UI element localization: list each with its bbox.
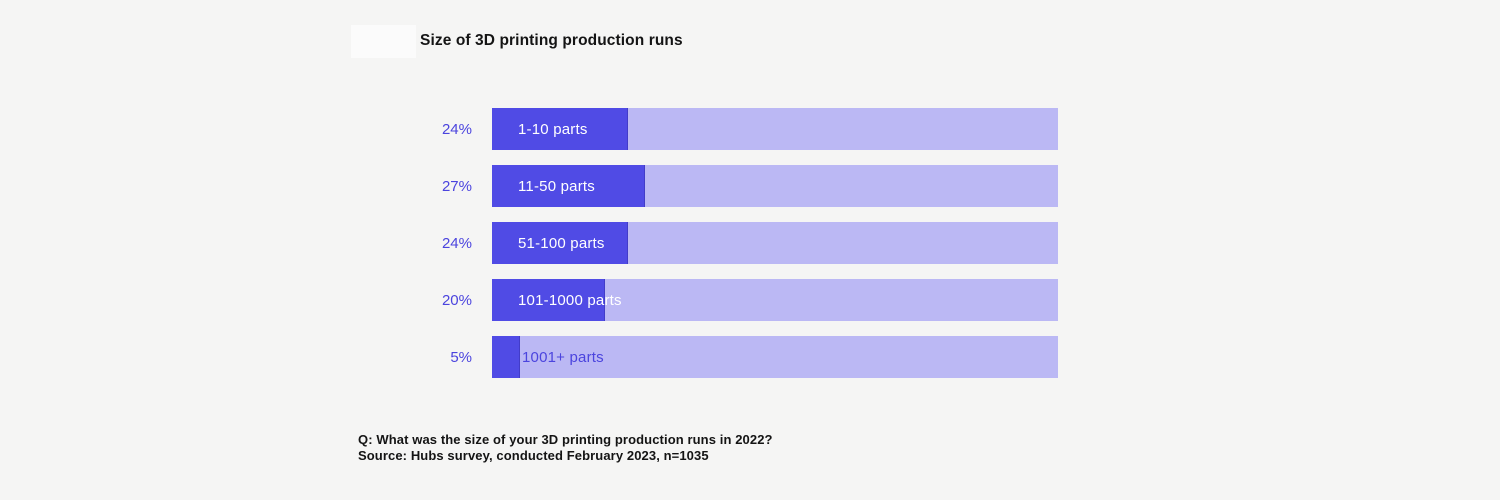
bar-value-label: 27% [441,177,472,195]
bar-category-label: 1001+ parts [522,348,604,366]
bar-fill [492,108,628,150]
bar-value-label: 5% [450,348,472,366]
faded-logo-placeholder [351,25,416,58]
bar-category-label: 11-50 parts [518,177,595,195]
bar-category-label: 51-100 parts [518,234,605,252]
bar-row: 24% 51-100 parts [420,222,1058,264]
bar-fill [492,279,606,321]
bar-category-label: 101-1000 parts [518,291,622,309]
bar-fill [492,222,628,264]
bar-fill [492,336,521,378]
bar-track: 51-100 parts [492,222,1058,264]
bar-category-label: 1-10 parts [518,120,588,138]
bar-fill [492,165,645,207]
bar-row: 20% 101-1000 parts [420,279,1058,321]
bar-value-label: 24% [441,234,472,252]
bar-row: 24% 1-10 parts [420,108,1058,150]
footnote: Q: What was the size of your 3D printing… [358,432,773,463]
bar-row: 27% 11-50 parts [420,165,1058,207]
bar-row: 5% 1001+ parts [420,336,1058,378]
bar-track: 1-10 parts [492,108,1058,150]
bar-value-label: 20% [441,291,472,309]
footnote-source: Source: Hubs survey, conducted February … [358,447,709,463]
bar-value-label: 24% [441,120,472,138]
bar-chart: 24% 1-10 parts 27% 11-50 parts 24% 51-10… [420,108,1058,378]
bar-track: 11-50 parts [492,165,1058,207]
bar-track: 1001+ parts [492,336,1058,378]
footnote-question: Q: What was the size of your 3D printing… [358,432,773,447]
bar-track: 101-1000 parts [492,279,1058,321]
chart-title: Size of 3D printing production runs [420,32,683,49]
